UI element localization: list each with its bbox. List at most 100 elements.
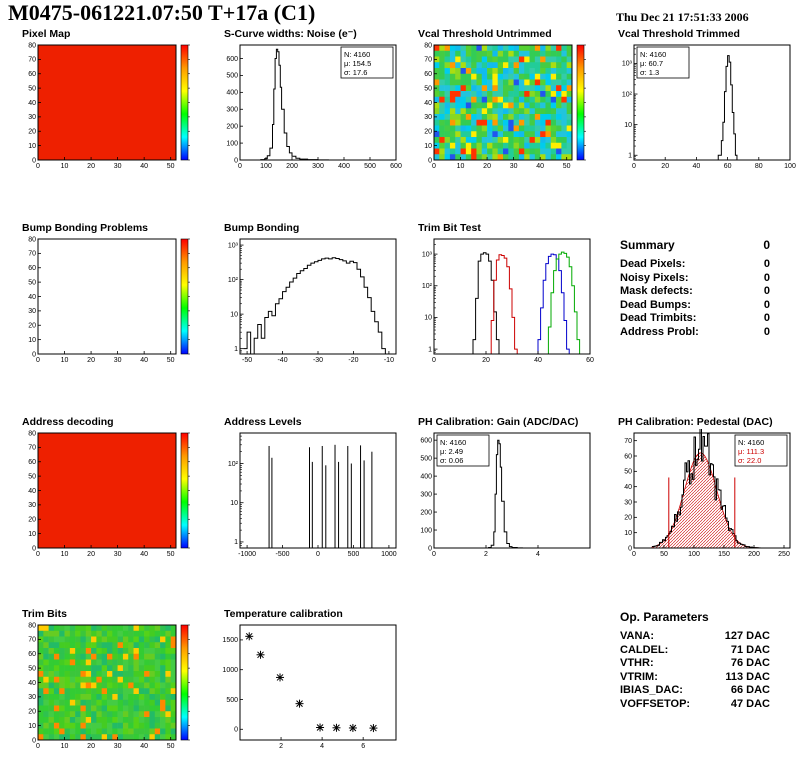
op-parameter-row: VANA: 127 DAC [620,630,770,644]
svg-text:0: 0 [36,357,40,364]
ph-pedestal-panel: PH Calibration: Pedestal (DAC) 0 50 100 150… [610,416,796,561]
vcal-trimmed-panel: Vcal Threshold Trimmed 0 20 40 60 80 100 1 10 10… [610,28,796,173]
vcal-untrimmed-plot: 0 10 20 30 40 50 0 10 20 30 40 50 60 70 80 [424,42,586,170]
summary-row-label: Address Probl: [620,325,699,338]
svg-text:60: 60 [28,459,36,466]
svg-text:N: 4160: N: 4160 [344,50,370,59]
svg-text:6: 6 [361,743,365,750]
address-levels-plot: -1000 -500 0 500 1000 1 10 10² [228,432,397,558]
svg-text:σ: 22.0: σ: 22.0 [738,456,761,465]
svg-text:10²: 10² [622,91,633,98]
svg-text:100: 100 [688,551,700,558]
svg-text:250: 250 [778,551,790,558]
summary-header: Summary 0 [620,238,770,252]
plot-title: S-Curve widths: Noise (e⁻) [224,28,357,40]
svg-text:30: 30 [114,743,122,750]
svg-text:-10: -10 [384,357,394,364]
svg-text:10: 10 [61,357,69,364]
op-parameter-value: 76 DAC [730,657,770,669]
op-parameter-row: VTRIM: 113 DAC [620,671,770,685]
address-decoding-panel: Address decoding 0 10 20 30 40 50 0 10 20 30 40 50 6… [14,416,206,561]
svg-text:1: 1 [628,153,632,160]
svg-text:600: 600 [420,437,432,444]
plot-title: PH Calibration: Pedestal (DAC) [618,416,773,428]
svg-text:80: 80 [28,622,36,629]
svg-text:70: 70 [28,251,36,258]
svg-text:20: 20 [483,163,491,170]
svg-text:0: 0 [628,545,632,552]
svg-text:60: 60 [586,357,594,364]
svg-text:40: 40 [28,294,36,301]
svg-text:30: 30 [28,502,36,509]
svg-text:20: 20 [28,709,36,716]
svg-text:0: 0 [36,163,40,170]
svg-text:4: 4 [536,551,540,558]
svg-text:50: 50 [624,469,632,476]
summary-row: Mask defects: 0 [620,285,770,299]
svg-text:10: 10 [424,143,432,150]
summary-row-value: 0 [763,285,770,297]
svg-text:70: 70 [424,57,432,64]
svg-text:60: 60 [28,71,36,78]
svg-text:10: 10 [230,311,238,318]
svg-text:1: 1 [428,346,432,353]
op-parameter-label: VANA: [620,630,655,642]
svg-text:100: 100 [260,163,272,170]
svg-text:20: 20 [424,129,432,136]
trim-bits-plot: 0 10 20 30 40 50 0 10 20 30 40 50 60 70 80 [28,622,190,750]
svg-text:60: 60 [724,163,732,170]
svg-text:30: 30 [114,163,122,170]
svg-text:N: 4160: N: 4160 [640,50,666,59]
svg-text:50: 50 [28,279,36,286]
trim-bit-test-panel: Trim Bit Test 0 20 40 60 1 10 10² 10³ [410,222,602,367]
plot-title: Vcal Threshold Untrimmed [418,28,552,40]
op-parameter-row: VTHR: 76 DAC [620,657,770,671]
plot-title: Address Levels [224,416,302,428]
svg-text:20: 20 [624,515,632,522]
summary-row-value: 0 [763,298,770,311]
scurve-noise-plot: 0 100 200 300 400 500 600 0 100 200 300 400 500 600 N:… [226,44,402,170]
scurve-noise-panel: S-Curve widths: Noise (e⁻) 0 100 200 300 400… [216,28,408,173]
svg-text:10: 10 [61,551,69,558]
svg-text:40: 40 [424,100,432,107]
svg-text:10²: 10² [228,461,239,468]
svg-text:10: 10 [28,531,36,538]
svg-text:0: 0 [428,157,432,164]
svg-text:30: 30 [624,499,632,506]
op-parameter-row: IBIAS_DAC: 66 DAC [620,684,770,698]
summary-row-label: Dead Pixels: [620,258,686,270]
svg-text:0: 0 [432,163,436,170]
bump-bonding-problems-panel: Bump Bonding Problems 0 10 20 30 40 50 0 10 20 30… [14,222,206,367]
svg-text:4: 4 [320,743,324,750]
svg-text:30: 30 [510,163,518,170]
address-decoding-plot: 0 10 20 30 40 50 0 10 20 30 40 50 60 70 80 [28,430,190,558]
svg-text:50: 50 [660,551,668,558]
svg-text:600: 600 [226,56,238,63]
svg-text:0: 0 [234,727,238,734]
svg-text:0: 0 [234,157,238,164]
op-parameters-header: Op. Parameters [620,610,770,624]
svg-text:σ: 17.6: σ: 17.6 [344,68,367,77]
svg-text:30: 30 [114,551,122,558]
svg-text:10: 10 [61,743,69,750]
svg-text:N: 4160: N: 4160 [738,438,764,447]
svg-text:60: 60 [28,265,36,272]
timestamp: Thu Dec 21 17:51:33 2006 [616,10,749,24]
svg-text:600: 600 [390,163,402,170]
svg-text:300: 300 [312,163,324,170]
temperature-calibration-plot: 2 4 6 0 500 1000 1500 [222,624,397,750]
op-parameter-label: VTHR: [620,657,654,669]
summary-row-value: 0 [763,325,770,338]
svg-text:10: 10 [624,122,632,129]
svg-text:400: 400 [420,473,432,480]
svg-text:400: 400 [226,90,238,97]
svg-text:60: 60 [624,453,632,460]
summary-row-value: 0 [763,312,770,324]
svg-text:-1000: -1000 [238,551,256,558]
svg-text:80: 80 [28,236,36,243]
svg-text:50: 50 [167,163,175,170]
svg-text:40: 40 [140,551,148,558]
svg-text:10: 10 [424,315,432,322]
svg-text:80: 80 [28,42,36,49]
svg-text:μ: 154.5: μ: 154.5 [344,59,371,68]
